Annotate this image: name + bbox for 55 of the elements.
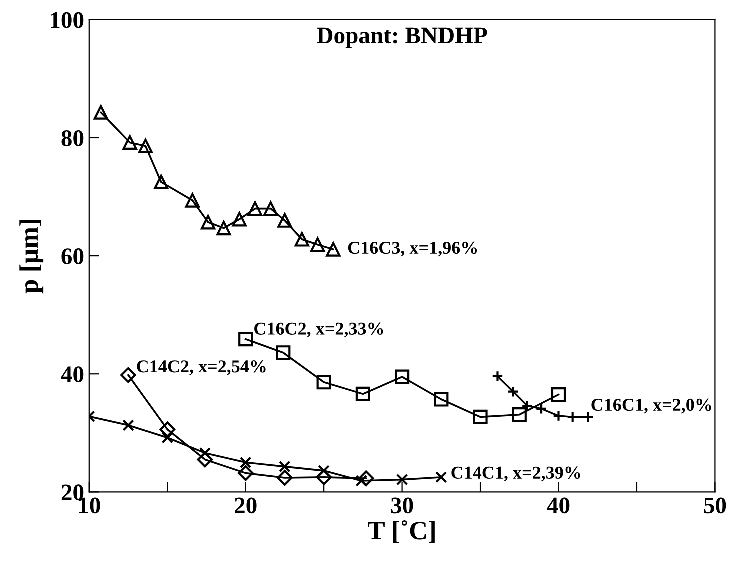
point: [310, 238, 326, 252]
y-tick-label: 40: [61, 366, 84, 383]
x-tick-label: 20: [235, 498, 257, 514]
point: [240, 456, 252, 469]
point: [358, 470, 374, 487]
point: [185, 193, 200, 208]
point: [492, 370, 504, 382]
point: [436, 472, 448, 484]
point: [326, 242, 341, 257]
point: [162, 432, 174, 444]
y-tick-label: 80: [62, 130, 84, 146]
point: [395, 370, 410, 384]
x-tick-label: 40: [547, 498, 570, 514]
y-tick-label: 100: [51, 12, 84, 28]
point: [264, 202, 278, 216]
series-label: C14C2, x=2,54%: [137, 360, 266, 376]
point: [248, 202, 263, 216]
point: [238, 332, 254, 347]
series-label: C16C3, x=1,96%: [348, 242, 478, 257]
point: [201, 215, 216, 230]
point: [160, 422, 176, 438]
point: [316, 375, 332, 390]
point: [356, 386, 370, 402]
point: [278, 213, 292, 228]
point: [120, 367, 136, 384]
point: [279, 460, 291, 473]
series-label: C16C1, x=2,0%: [592, 398, 712, 414]
x-tick-label: 30: [391, 498, 414, 514]
point: [238, 465, 254, 482]
point: [276, 346, 291, 360]
point: [473, 410, 488, 425]
chart-title: Dopant: BNDHP: [317, 28, 488, 48]
point: [512, 408, 527, 422]
point: [94, 105, 108, 120]
point: [232, 212, 247, 227]
point: [216, 221, 232, 236]
point: [318, 465, 330, 477]
y-axis-title: p [μm]: [20, 220, 44, 294]
point: [507, 386, 520, 398]
point: [154, 174, 169, 190]
point: [122, 420, 134, 432]
x-tick-label: 50: [704, 498, 726, 514]
point: [277, 470, 293, 486]
series-label: C14C1, x=2,39%: [452, 466, 580, 482]
point: [434, 392, 449, 407]
point: [138, 138, 154, 154]
point: [294, 232, 310, 247]
x-axis-title: T [˚C]: [368, 520, 435, 544]
point: [316, 470, 332, 486]
point: [551, 387, 566, 402]
point: [122, 135, 138, 150]
point: [396, 474, 408, 486]
series-label: C16C2, x=2,33%: [254, 322, 384, 338]
point: [199, 447, 212, 460]
y-tick-label: 60: [62, 248, 84, 264]
